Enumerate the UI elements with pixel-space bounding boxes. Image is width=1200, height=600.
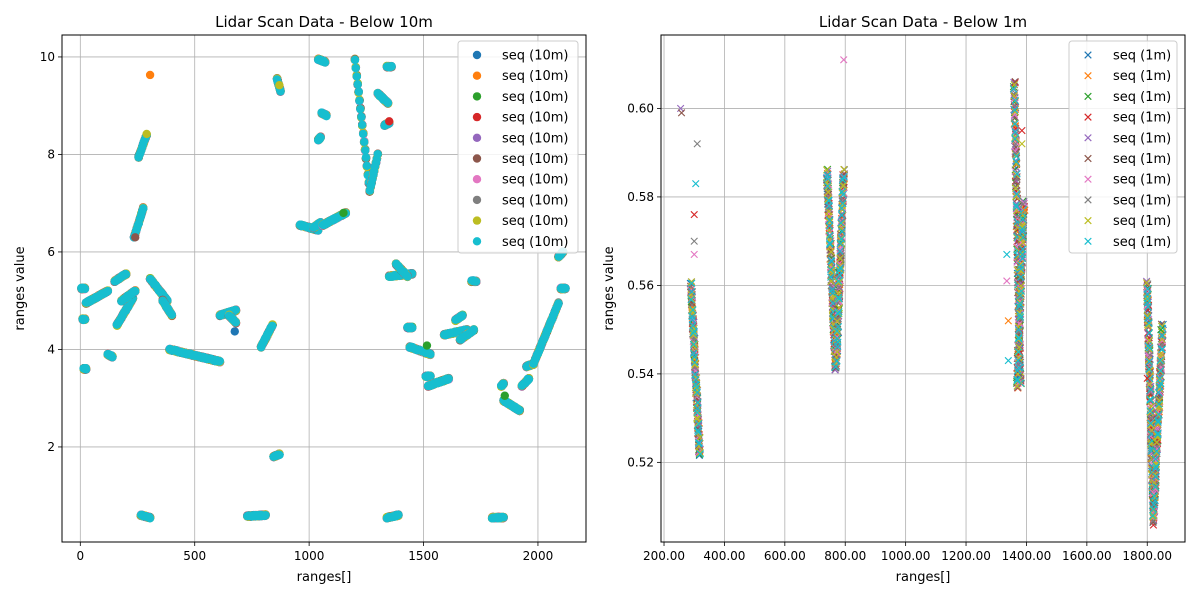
- data-point: [275, 450, 284, 460]
- data-point: [360, 137, 369, 147]
- data-point: [408, 323, 417, 333]
- data-point: [103, 286, 113, 296]
- data-point: [130, 287, 140, 296]
- data-point: [362, 161, 372, 171]
- data-point: [139, 204, 148, 213]
- data-point: [316, 133, 325, 142]
- data-point: [231, 318, 241, 327]
- data-point: [361, 146, 370, 155]
- data-point: [361, 153, 371, 162]
- data-point: [268, 321, 277, 330]
- data-point: [358, 120, 367, 130]
- data-point: [356, 104, 365, 114]
- data-point: [350, 55, 360, 65]
- data-point: [394, 510, 403, 520]
- data-point: [320, 58, 330, 67]
- data-point: [355, 96, 364, 105]
- data-point: [383, 98, 393, 108]
- data-point: [403, 272, 412, 281]
- data-point: [352, 72, 362, 81]
- data-point: [387, 62, 396, 71]
- data-point: [358, 129, 368, 139]
- data-point: [322, 111, 331, 121]
- data-point: [121, 270, 131, 279]
- data-point: [215, 356, 224, 366]
- data-point: [108, 352, 117, 362]
- data-point: [145, 514, 155, 523]
- chart-below-10m-points: [77, 54, 570, 523]
- data-point: [373, 149, 382, 159]
- data-point: [351, 63, 360, 73]
- data-point: [167, 310, 177, 320]
- data-point: [80, 284, 90, 294]
- data-point: [354, 87, 363, 96]
- data-point: [357, 112, 366, 122]
- data-point: [81, 365, 91, 374]
- data-point: [353, 80, 362, 89]
- data-point: [80, 315, 90, 324]
- data-point: [261, 510, 270, 520]
